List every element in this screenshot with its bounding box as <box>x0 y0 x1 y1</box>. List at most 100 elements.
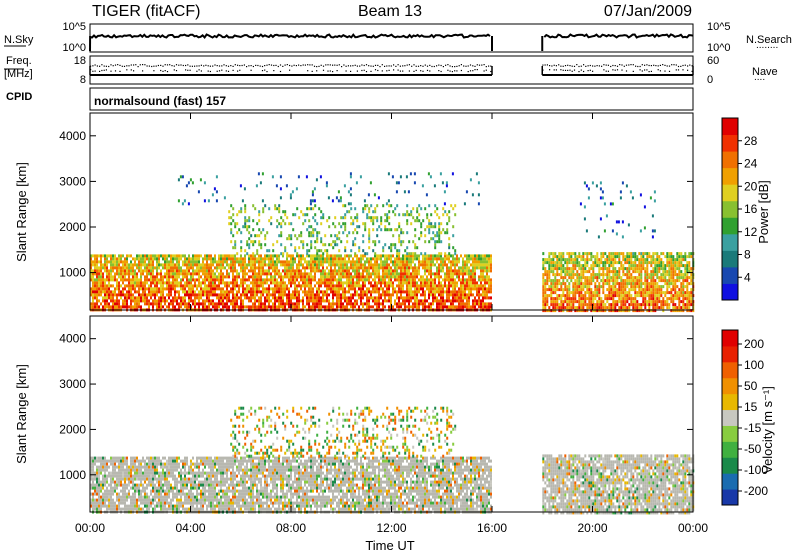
power-cell <box>342 287 344 291</box>
power-cell <box>426 260 428 264</box>
power-cell <box>422 266 424 270</box>
power-cell <box>544 282 547 286</box>
power-cell <box>624 273 627 277</box>
power-cell <box>427 172 430 176</box>
power-cell <box>222 302 224 306</box>
power-cell <box>244 272 246 276</box>
power-cell <box>468 272 470 276</box>
power-cell <box>244 216 247 220</box>
nave-dot <box>119 64 121 66</box>
power-cell <box>556 267 559 271</box>
nave-dot <box>393 69 395 71</box>
power-cell <box>278 290 280 294</box>
power-cell <box>420 222 423 226</box>
power-cell <box>488 257 490 261</box>
nave-dot <box>571 70 573 72</box>
nave-dot <box>268 64 270 66</box>
power-cell <box>438 225 441 229</box>
power-cell <box>262 257 264 261</box>
power-cell <box>96 293 98 297</box>
power-cell <box>268 296 270 300</box>
power-cell <box>486 305 488 309</box>
power-cell <box>328 243 331 247</box>
power-cell <box>290 299 292 303</box>
power-cell <box>232 254 234 258</box>
power-cell <box>604 306 607 310</box>
power-cell <box>284 263 286 267</box>
power-cell <box>344 254 346 258</box>
nave-dot <box>121 65 123 67</box>
power-cell <box>636 285 639 289</box>
power-cell <box>102 305 104 309</box>
power-cell <box>240 246 243 250</box>
power-cell <box>130 269 132 273</box>
power-cell <box>120 269 122 273</box>
power-cell <box>390 296 392 300</box>
power-cell <box>246 225 249 229</box>
power-cell <box>116 263 118 267</box>
power-cell <box>430 225 433 229</box>
power-cell <box>272 278 274 282</box>
power-cell <box>96 260 98 264</box>
power-cell <box>610 264 613 268</box>
power-cell <box>336 254 338 258</box>
power-cell <box>444 299 446 303</box>
power-cell <box>452 287 454 291</box>
power-cell <box>386 275 388 279</box>
power-cell <box>588 297 591 301</box>
power-cell <box>384 275 386 279</box>
power-cell <box>158 287 160 291</box>
power-cell <box>468 281 470 285</box>
nave-dot <box>664 64 666 66</box>
power-cell <box>408 272 410 276</box>
power-cell <box>480 284 482 288</box>
power-cell <box>310 263 312 267</box>
power-cell <box>318 296 320 300</box>
power-cell <box>238 210 241 214</box>
power-cell <box>118 254 120 258</box>
power-cell <box>230 240 233 244</box>
power-cell <box>160 272 162 276</box>
power-cell <box>580 276 583 280</box>
power-cell <box>402 275 404 279</box>
power-cell <box>636 264 639 268</box>
nave-dot <box>205 64 207 66</box>
power-cell <box>346 240 349 244</box>
power-cell <box>178 290 180 294</box>
power-cell <box>544 306 547 310</box>
power-cell <box>206 266 208 270</box>
power-cell <box>272 249 275 253</box>
power-cell <box>446 287 448 291</box>
power-cell <box>614 261 617 265</box>
power-cell <box>116 299 118 303</box>
power-cell <box>451 172 454 176</box>
power-cell <box>298 275 300 279</box>
power-cell <box>252 257 254 261</box>
power-cell <box>374 243 377 247</box>
power-cell <box>258 305 260 309</box>
power-cell <box>308 278 310 282</box>
power-cell <box>638 252 641 256</box>
power-cell <box>624 267 627 271</box>
power-cell <box>188 305 190 309</box>
power-cell <box>104 293 106 297</box>
power-cell <box>380 302 382 306</box>
power-cell <box>132 299 134 303</box>
power-cell <box>444 278 446 282</box>
power-cell <box>348 269 350 273</box>
nave-dot <box>558 64 560 66</box>
power-cell <box>278 296 280 300</box>
power-cell <box>564 288 567 292</box>
power-cell <box>456 296 458 300</box>
power-cell <box>460 290 462 294</box>
power-cell <box>206 278 208 282</box>
power-cell <box>311 199 314 203</box>
power-cell <box>602 276 605 280</box>
nave-dot <box>415 69 417 71</box>
power-cell <box>198 260 200 264</box>
nave-dot <box>279 70 282 73</box>
power-cell <box>106 260 108 264</box>
power-cell <box>204 266 206 270</box>
power-cell <box>398 254 400 258</box>
nave-dot <box>573 69 576 71</box>
